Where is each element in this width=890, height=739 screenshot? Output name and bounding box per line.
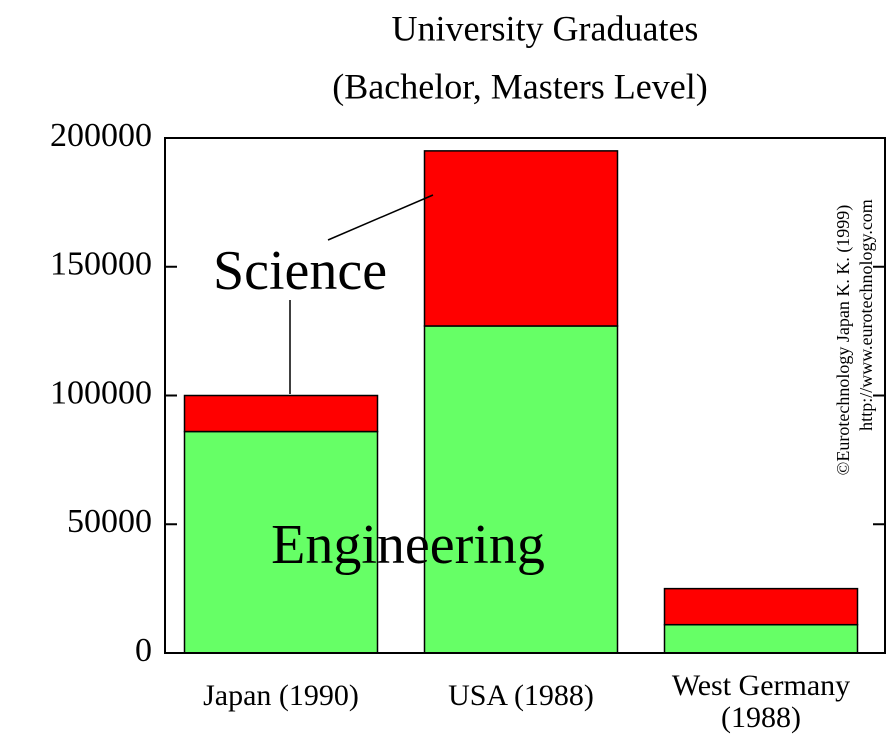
x-tick-label: USA (1988) bbox=[448, 679, 594, 712]
y-tick-label: 50000 bbox=[67, 503, 152, 540]
bar-segment bbox=[183, 430, 379, 654]
series-label: Science bbox=[213, 240, 387, 302]
bar-segment bbox=[423, 325, 619, 654]
chart-title: University Graduates bbox=[392, 8, 699, 48]
chart-subtitle: (Bachelor, Masters Level) bbox=[332, 66, 707, 106]
y-tick-label: 100000 bbox=[50, 374, 152, 411]
y-tick-label: 150000 bbox=[50, 246, 152, 283]
x-tick-label: West Germany (1988) bbox=[671, 669, 851, 734]
leader-line bbox=[327, 194, 434, 241]
x-tick-label: Japan (1990) bbox=[203, 679, 359, 712]
y-tick-label: 200000 bbox=[50, 117, 152, 154]
bar-segment bbox=[663, 587, 859, 626]
bar-segment bbox=[663, 623, 859, 654]
copyright: ©Eurotechnology Japan K. K. (1999) bbox=[833, 205, 854, 476]
url: http://www.eurotechnology.com bbox=[856, 199, 876, 431]
bar-segment bbox=[183, 394, 379, 433]
bar-segment bbox=[423, 150, 619, 327]
series-label: Engineering bbox=[271, 514, 545, 576]
y-tick-label: 0 bbox=[135, 632, 152, 669]
